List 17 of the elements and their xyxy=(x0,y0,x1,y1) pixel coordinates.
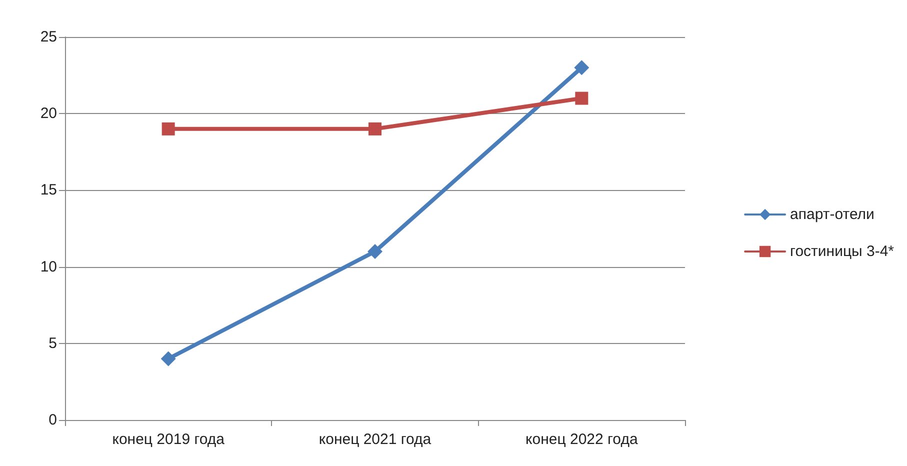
point xyxy=(368,244,382,259)
x-tick-label: конец 2022 года xyxy=(526,431,638,448)
y-tick-label: 15 xyxy=(40,182,57,199)
x-tick-label: конец 2021 года xyxy=(318,431,432,448)
point xyxy=(575,92,588,105)
point xyxy=(162,122,175,136)
y-tick-label: 20 xyxy=(40,105,57,122)
legend-label: апарт-отели xyxy=(790,206,874,223)
y-tick-label: 25 xyxy=(40,28,57,46)
point xyxy=(368,122,382,136)
y-tick-label: 0 xyxy=(48,412,57,428)
legend-label: гостиницы 3-4* xyxy=(790,243,894,260)
point xyxy=(160,351,176,366)
y-tick-label: 5 xyxy=(48,334,57,352)
y-tick-label: 10 xyxy=(40,258,57,276)
x-tick-label: конец 2019 года xyxy=(112,431,226,448)
point xyxy=(574,60,590,76)
